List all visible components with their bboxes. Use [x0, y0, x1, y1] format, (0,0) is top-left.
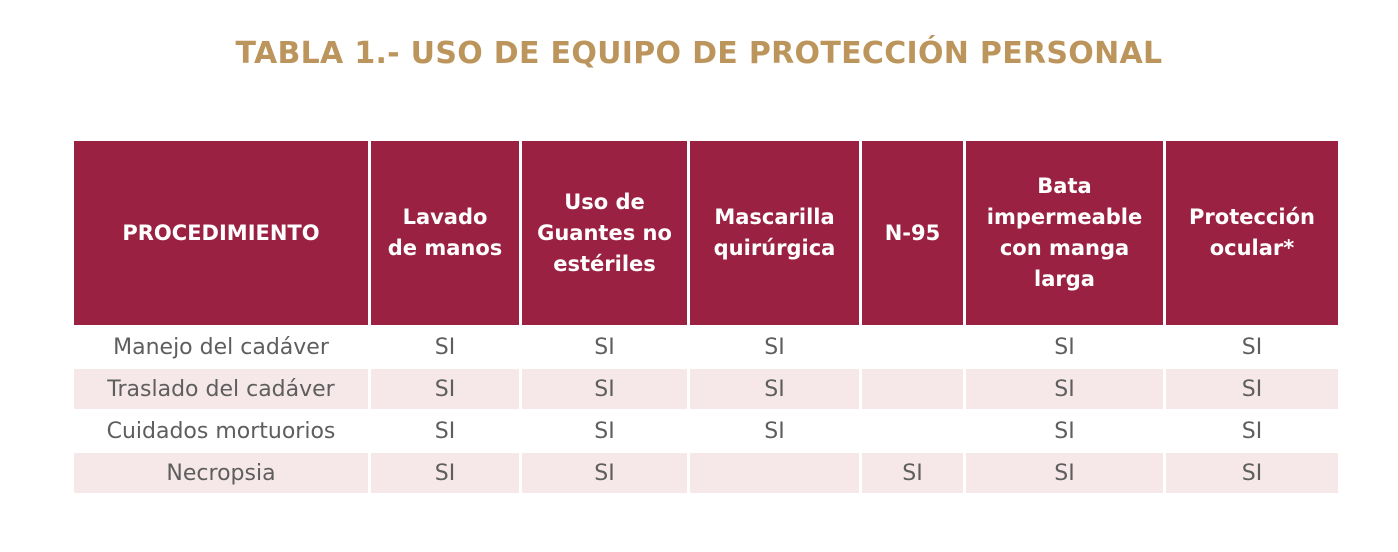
header-bata-impermeable: Bata impermeable con manga larga: [966, 141, 1163, 325]
row-procedure: Necropsia: [74, 453, 368, 495]
cell-bata: SI: [966, 411, 1163, 453]
header-line: Protección: [1189, 205, 1315, 229]
cell-n95: SI: [862, 453, 963, 495]
header-line: Mascarilla: [714, 205, 835, 229]
header-line: larga: [1034, 267, 1095, 291]
table-row: Cuidados mortuorios SI SI SI SI SI: [74, 411, 1338, 453]
cell-mascarilla: [690, 453, 859, 495]
header-line: Uso de: [564, 189, 645, 214]
cell-mascarilla: SI: [690, 411, 859, 453]
header-line: impermeable: [986, 205, 1143, 229]
cell-bata: SI: [966, 369, 1163, 411]
header-line: PROCEDIMIENTO: [122, 220, 320, 245]
header-lavado-de-manos: Lavado de manos: [371, 141, 519, 325]
header-line: Guantes no: [537, 220, 672, 245]
cell-guantes: SI: [522, 369, 687, 411]
header-procedimiento: PROCEDIMIENTO: [74, 141, 368, 325]
cell-mascarilla: SI: [690, 369, 859, 411]
cell-proteccion-ocular: SI: [1166, 453, 1338, 495]
cell-n95: [862, 369, 963, 411]
cell-n95: [862, 411, 963, 453]
cell-proteccion-ocular: SI: [1166, 369, 1338, 411]
cell-guantes: SI: [522, 453, 687, 495]
cell-guantes: SI: [522, 327, 687, 369]
row-procedure: Cuidados mortuorios: [74, 411, 368, 453]
cell-mascarilla: SI: [690, 327, 859, 369]
cell-lavado: SI: [371, 327, 519, 369]
table-title: TABLA 1.- USO DE EQUIPO DE PROTECCIÓN PE…: [235, 36, 1163, 71]
header-line: ocular*: [1209, 236, 1295, 260]
table-row: Manejo del cadáver SI SI SI SI SI: [74, 327, 1338, 369]
table-row: Traslado del cadáver SI SI SI SI SI: [74, 369, 1338, 411]
header-line: Lavado: [402, 205, 488, 229]
cell-n95: [862, 327, 963, 369]
cell-lavado: SI: [371, 369, 519, 411]
header-line: de manos: [387, 236, 503, 260]
cell-guantes: SI: [522, 411, 687, 453]
header-n95: N-95: [862, 141, 963, 325]
header-row: PROCEDIMIENTO Lavado de manos Uso de Guant…: [74, 141, 1338, 325]
header-line: con manga: [999, 236, 1130, 260]
cell-bata: SI: [966, 453, 1163, 495]
header-uso-de-guantes: Uso de Guantes no estériles: [522, 141, 687, 325]
cell-proteccion-ocular: SI: [1166, 327, 1338, 369]
ppe-table: PROCEDIMIENTO Lavado de manos Uso de Guant…: [71, 141, 1341, 495]
cell-proteccion-ocular: SI: [1166, 411, 1338, 453]
table-row: Necropsia SI SI SI SI SI: [74, 453, 1338, 495]
header-line: N-95: [884, 220, 941, 245]
header-proteccion-ocular: Protección ocular*: [1166, 141, 1338, 325]
header-mascarilla-quirurgica: Mascarilla quirúrgica: [690, 141, 859, 325]
row-procedure: Manejo del cadáver: [74, 327, 368, 369]
header-line: quirúrgica: [713, 236, 836, 260]
cell-lavado: SI: [371, 453, 519, 495]
header-line: estériles: [553, 251, 656, 276]
cell-bata: SI: [966, 327, 1163, 369]
cell-lavado: SI: [371, 411, 519, 453]
header-line: Bata: [1037, 174, 1092, 198]
row-procedure: Traslado del cadáver: [74, 369, 368, 411]
